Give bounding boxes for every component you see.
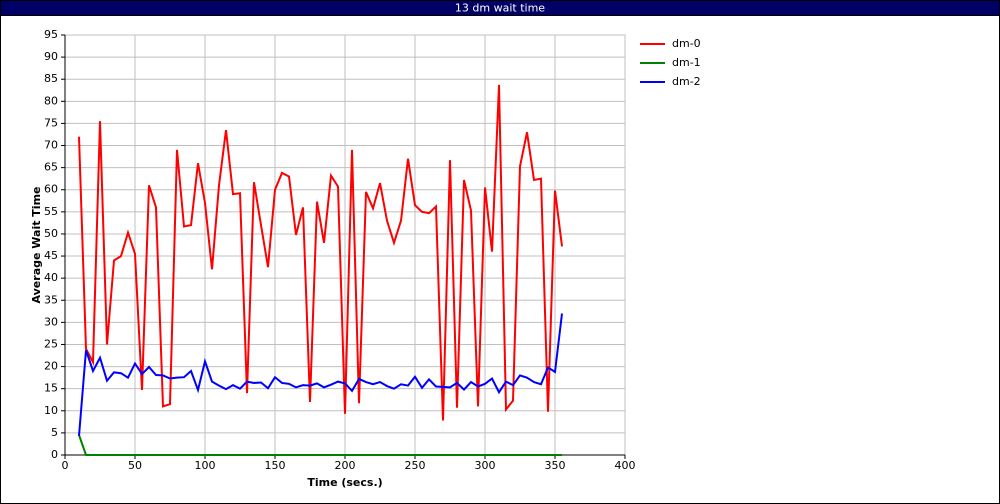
y-tick-label: 35 [44,293,58,306]
series-line [78,434,562,456]
y-tick-label: 50 [44,227,58,240]
x-tick-label: 250 [405,459,426,472]
y-tick-label: 55 [44,205,58,218]
y-tick-label: 95 [44,28,58,41]
y-axis-label: Average Wait Time [30,187,43,304]
x-tick-label: 300 [475,459,496,472]
series-line [78,313,563,437]
y-tick-label: 85 [44,72,58,85]
y-tick-label: 65 [44,161,58,174]
y-tick-label: 30 [44,315,58,328]
x-tick-label: 100 [195,459,216,472]
y-tick-label: 20 [44,360,58,373]
x-tick-label: 350 [545,459,566,472]
y-tick-label: 80 [44,94,58,107]
y-tick-label: 90 [44,50,58,63]
y-tick-label: 45 [44,249,58,262]
legend-label: dm-0 [672,37,701,50]
legend-label: dm-1 [672,56,701,69]
x-axis-label: Time (secs.) [307,476,382,489]
y-tick-label: 60 [44,183,58,196]
x-tick-label: 400 [615,459,636,472]
y-tick-label: 40 [44,271,58,284]
y-tick-label: 25 [44,337,58,350]
x-tick-label: 0 [62,459,69,472]
window-title: 13 dm wait time [455,2,545,15]
y-tick-label: 70 [44,139,58,152]
y-tick-label: 15 [44,382,58,395]
y-tick-label: 75 [44,116,58,129]
y-tick-label: 5 [51,426,58,439]
y-tick-label: 10 [44,404,58,417]
y-tick-label: 0 [51,448,58,461]
x-tick-label: 200 [335,459,356,472]
x-tick-label: 50 [128,459,142,472]
series-line [78,84,563,421]
legend-label: dm-2 [672,75,701,88]
x-tick-label: 150 [265,459,286,472]
